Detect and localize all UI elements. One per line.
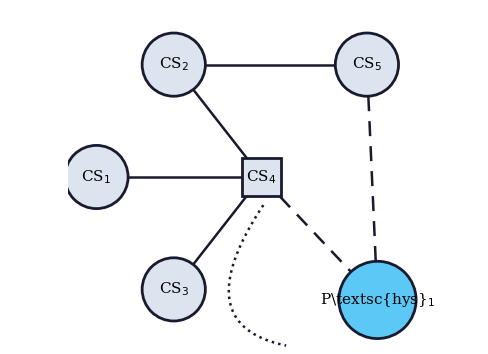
Bar: [242, 158, 281, 196]
Text: CS$_5$: CS$_5$: [352, 56, 382, 74]
Circle shape: [142, 33, 205, 96]
Circle shape: [142, 258, 205, 321]
Text: CS$_1$: CS$_1$: [81, 168, 111, 186]
Text: CS$_2$: CS$_2$: [159, 56, 189, 74]
Circle shape: [339, 261, 416, 338]
Text: CS$_3$: CS$_3$: [159, 280, 189, 298]
Text: CS$_4$: CS$_4$: [246, 168, 277, 186]
Text: P\textsc{hys}$_1$: P\textsc{hys}$_1$: [320, 291, 435, 309]
Circle shape: [65, 145, 128, 209]
Circle shape: [335, 33, 399, 96]
